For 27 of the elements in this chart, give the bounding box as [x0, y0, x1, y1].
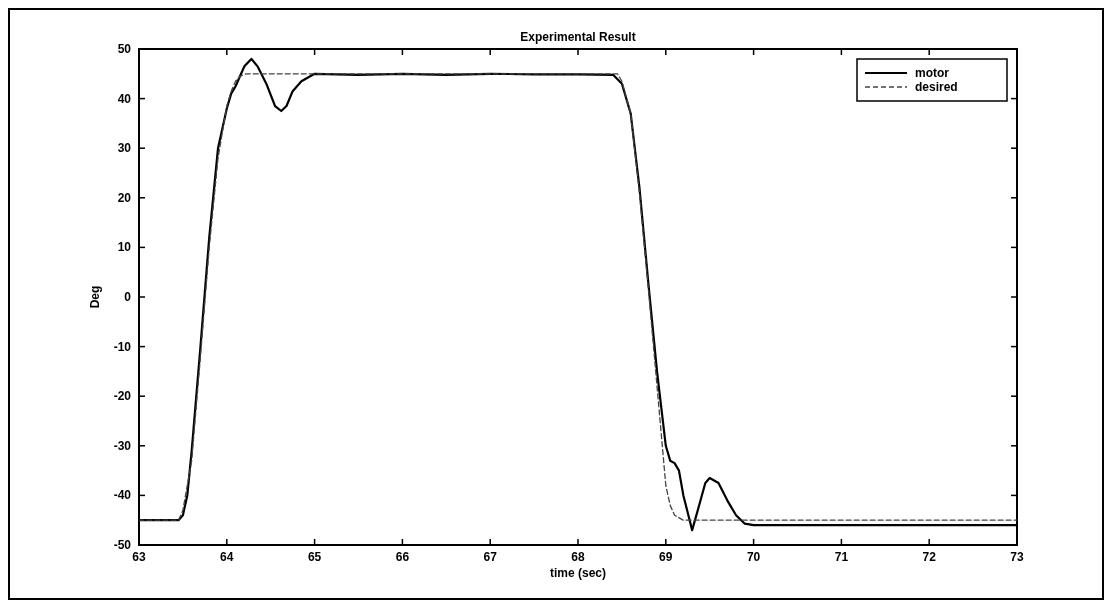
legend-label: motor — [915, 66, 950, 80]
y-tick-label: -10 — [113, 339, 132, 354]
x-tick-label: 73 — [1010, 550, 1024, 564]
x-tick-label: 67 — [483, 550, 498, 564]
x-tick-label: 69 — [659, 550, 673, 564]
y-tick-label: 30 — [117, 141, 132, 156]
x-axis-title: time (sec) — [549, 566, 607, 580]
y-tick-label: 20 — [117, 190, 132, 205]
y-tick-label: -20 — [113, 389, 132, 404]
x-tick-label: 63 — [132, 550, 146, 564]
y-axis-title: Deg — [88, 285, 102, 309]
chart-title: Experimental Result — [520, 30, 636, 44]
y-tick-label: 50 — [117, 42, 132, 56]
y-tick-label: 10 — [117, 240, 132, 255]
y-tick-label: -50 — [113, 538, 132, 552]
x-tick-label: 66 — [395, 550, 410, 564]
y-tick-label: 0 — [124, 290, 132, 304]
x-tick-label: 70 — [746, 550, 761, 564]
x-tick-label: 64 — [220, 550, 234, 564]
y-tick-label: 40 — [117, 91, 132, 106]
y-tick-label: -30 — [113, 438, 132, 453]
y-tick-label: -40 — [113, 488, 132, 503]
legend-label: desired — [915, 80, 958, 94]
x-tick-label: 72 — [922, 550, 937, 564]
x-tick-label: 65 — [307, 550, 322, 564]
x-tick-label: 71 — [834, 550, 849, 564]
x-tick-label: 68 — [571, 550, 585, 564]
